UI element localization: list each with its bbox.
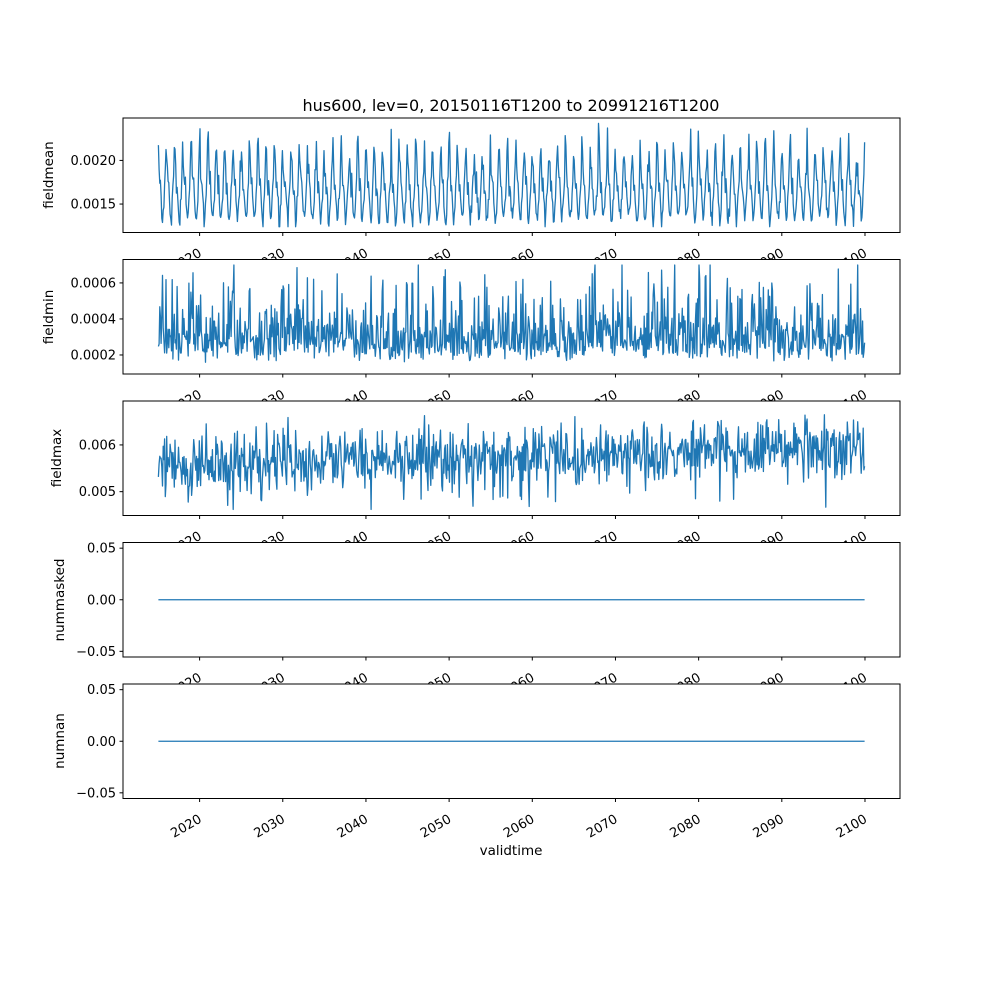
x-tick-label: 2100 xyxy=(834,812,870,842)
axes-spines-fieldmax xyxy=(122,400,901,516)
y-axis-label-fieldmax: fieldmax xyxy=(49,428,65,488)
line-series-fieldmin xyxy=(157,264,866,363)
axes-spines-fieldmean xyxy=(122,117,901,233)
y-tick-label: 0.0004 xyxy=(71,312,117,327)
line-series-fieldmean xyxy=(157,122,866,228)
x-tick-label: 2030 xyxy=(252,812,288,842)
y-tick-label: 0.00 xyxy=(87,735,116,750)
y-axis-label-nummasked: nummasked xyxy=(52,558,68,642)
x-tick-label: 2070 xyxy=(584,812,620,842)
y-tick-label: 0.0002 xyxy=(71,349,117,364)
chart-title: hus600, lev=0, 20150116T1200 to 20991216… xyxy=(302,96,720,115)
x-axis-label: validtime xyxy=(479,843,543,859)
y-axis-label-fieldmean: fieldmean xyxy=(41,141,57,209)
x-tick-label: 2080 xyxy=(667,812,703,842)
axes-spines-numnan xyxy=(122,683,901,799)
y-tick-label: 0.05 xyxy=(87,542,116,557)
axes-spines-fieldmin xyxy=(122,259,901,375)
x-tick-label: 2020 xyxy=(168,812,204,842)
y-tick-label: 0.0020 xyxy=(71,154,117,169)
y-tick-label: −0.05 xyxy=(76,645,116,660)
y-tick-label: −0.05 xyxy=(76,786,116,801)
x-tick-label: 2090 xyxy=(751,812,787,842)
y-tick-label: 0.0015 xyxy=(71,198,117,213)
x-tick-label: 2060 xyxy=(501,812,537,842)
y-tick-label: 0.006 xyxy=(79,438,116,453)
y-tick-label: 0.00 xyxy=(87,593,116,608)
y-axis-label-fieldmin: fieldmin xyxy=(41,289,57,345)
axes-spines-nummasked xyxy=(122,542,901,658)
y-tick-label: 0.0006 xyxy=(71,276,117,291)
x-tick-label: 2040 xyxy=(335,812,371,842)
y-axis-label-numnan: numnan xyxy=(52,713,68,769)
y-tick-label: 0.005 xyxy=(79,485,116,500)
line-series-fieldmax xyxy=(157,414,866,511)
y-tick-label: 0.05 xyxy=(87,683,116,698)
x-tick-label: 2050 xyxy=(418,812,454,842)
